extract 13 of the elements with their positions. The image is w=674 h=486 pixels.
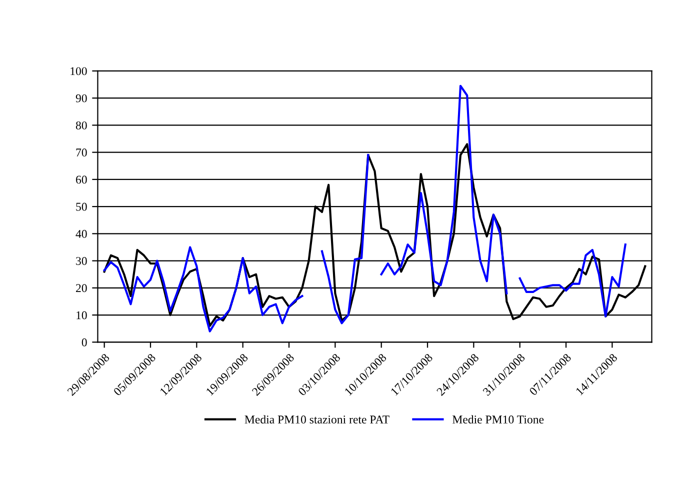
- legend-label: Media PM10 stazioni rete PAT: [244, 415, 390, 424]
- y-tick-label: 60: [76, 176, 87, 184]
- legend-label: Medie PM10 Tione: [452, 415, 544, 424]
- y-tick-label: 70: [76, 148, 87, 157]
- y-tick-label: 80: [76, 121, 87, 130]
- y-tick-label: 90: [76, 94, 87, 102]
- y-tick-label: 30: [76, 257, 87, 265]
- y-tick-label: 10: [76, 311, 87, 320]
- y-tick-label: 40: [76, 230, 87, 238]
- y-tick-label: 100: [70, 67, 87, 76]
- y-tick-label: 50: [76, 202, 87, 211]
- y-tick-label: 0: [82, 338, 87, 346]
- y-tick-label: 20: [76, 284, 87, 292]
